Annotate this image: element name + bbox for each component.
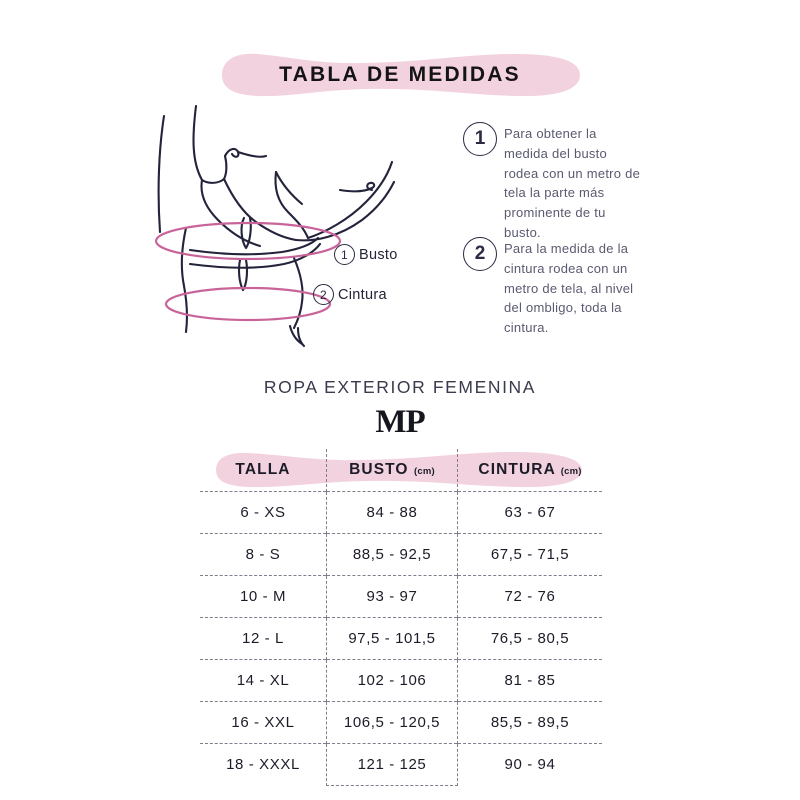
waist-bow <box>237 258 249 292</box>
bra-band-upper <box>188 236 320 256</box>
torso-sketch-svg <box>154 104 396 348</box>
illustration-label-busto-text: Busto <box>359 246 398 263</box>
waist-measure-ellipse <box>164 286 332 322</box>
instruction-2-text: Para la medida de la cintura rodea con u… <box>504 241 634 335</box>
table-row: 6 - XS 84 - 88 63 - 67 <box>200 491 602 534</box>
table-row: 8 - S 88,5 - 92,5 67,5 - 71,5 <box>200 533 602 576</box>
bra-cup-right <box>274 170 310 240</box>
jaw-line <box>236 150 268 158</box>
cell-busto: 97,5 - 101,5 <box>326 617 458 660</box>
cell-cintura: 63 - 67 <box>457 491 602 534</box>
bust-measure-ellipse <box>154 221 342 261</box>
table-row: 16 - XXL 106,5 - 120,5 85,5 - 89,5 <box>200 701 602 744</box>
table-row: 14 - XL 102 - 106 81 - 85 <box>200 659 602 702</box>
cell-talla: 10 - M <box>200 575 327 618</box>
bra-band-lower <box>188 242 322 269</box>
cell-busto: 121 - 125 <box>326 743 458 786</box>
title-banner-shape <box>222 53 580 97</box>
column-header-talla-label: TALLA <box>235 461 291 478</box>
cell-talla: 18 - XXXL <box>200 743 327 786</box>
torso-side-left <box>180 226 189 334</box>
column-header-cintura-unit: (cm) <box>560 466 582 477</box>
cell-busto: 84 - 88 <box>326 491 458 534</box>
marker-2-icon: 2 <box>313 284 334 305</box>
hair-strand-right <box>192 104 204 182</box>
instruction-1-text: Para obtener la medida del busto rodea c… <box>504 126 641 240</box>
table-row: 18 - XXXL 121 - 125 90 - 94 <box>200 743 602 786</box>
bra-strap-left <box>200 178 262 248</box>
page-title: TABLA DE MEDIDAS <box>279 63 521 86</box>
table-row: 10 - M 93 - 97 72 - 76 <box>200 575 602 618</box>
illustration-label-cintura: 2 Cintura <box>313 284 387 305</box>
title-banner: TABLA DE MEDIDAS <box>196 48 604 102</box>
instruction-item-2: 2 Para la medida de la cintura rodea con… <box>463 237 643 338</box>
neck-line <box>200 154 228 184</box>
size-table-head: TALLA BUSTO (cm) CINTURA (cm) <box>200 449 602 492</box>
cell-busto: 88,5 - 92,5 <box>326 533 458 576</box>
hem-fold-b <box>296 326 306 348</box>
brand-logo: MP <box>375 404 425 440</box>
column-header-busto-unit: (cm) <box>414 466 435 477</box>
size-table: TALLA BUSTO (cm) CINTURA (cm) 6 - XS 84 … <box>200 449 602 786</box>
column-header-cintura-label: CINTURA <box>478 461 556 478</box>
cell-cintura: 76,5 - 80,5 <box>457 617 602 660</box>
hair-strand-left <box>157 114 166 234</box>
instruction-item-1: 1 Para obtener la medida del busto rodea… <box>463 122 643 243</box>
table-header-row: TALLA BUSTO (cm) CINTURA (cm) <box>200 449 602 492</box>
cell-cintura: 81 - 85 <box>457 659 602 702</box>
chin-curl <box>223 147 240 158</box>
cell-cintura: 85,5 - 89,5 <box>457 701 602 744</box>
cell-cintura: 72 - 76 <box>457 575 602 618</box>
step-1-badge: 1 <box>463 122 497 156</box>
category-title: ROPA EXTERIOR FEMENINA <box>263 377 537 397</box>
table-row: 12 - L 97,5 - 101,5 76,5 - 80,5 <box>200 617 602 660</box>
cell-talla: 14 - XL <box>200 659 327 702</box>
column-header-busto-label: BUSTO <box>349 461 409 478</box>
cell-talla: 12 - L <box>200 617 327 660</box>
cell-busto: 93 - 97 <box>326 575 458 618</box>
step-2-badge: 2 <box>463 237 497 271</box>
cell-talla: 16 - XXL <box>200 701 327 744</box>
column-header-cintura: CINTURA (cm) <box>458 449 603 492</box>
bra-cup-inner <box>274 170 304 206</box>
cell-cintura: 67,5 - 71,5 <box>457 533 602 576</box>
column-header-talla: TALLA <box>200 449 327 492</box>
cell-talla: 8 - S <box>200 533 327 576</box>
column-header-busto: BUSTO (cm) <box>326 449 458 492</box>
measurement-illustration <box>126 100 426 350</box>
torso-side-right <box>292 256 304 330</box>
size-table-container: TALLA BUSTO (cm) CINTURA (cm) 6 - XS 84 … <box>200 449 602 786</box>
illustration-label-busto: 1 Busto <box>334 244 398 265</box>
marker-1-icon: 1 <box>334 244 355 265</box>
size-table-body: 6 - XS 84 - 88 63 - 67 8 - S 88,5 - 92,5… <box>200 491 602 786</box>
bra-center-bow <box>240 216 252 250</box>
cell-cintura: 90 - 94 <box>457 743 602 786</box>
arm-inner-line <box>294 180 396 242</box>
hand-line <box>338 181 376 193</box>
illustration-label-cintura-text: Cintura <box>338 286 387 303</box>
cell-busto: 102 - 106 <box>326 659 458 702</box>
cell-busto: 106,5 - 120,5 <box>326 701 458 744</box>
cell-talla: 6 - XS <box>200 491 327 534</box>
